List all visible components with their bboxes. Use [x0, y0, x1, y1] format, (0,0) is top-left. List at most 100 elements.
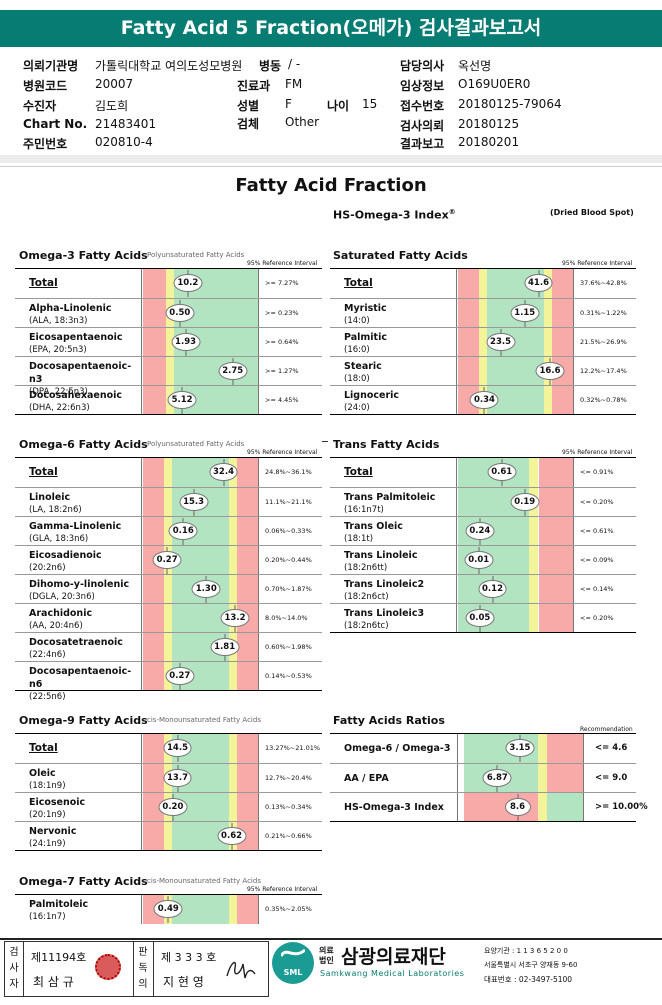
table-row: Trans Linoleic3 (18:2n6tc) 0.05 <= 0.20% [330, 603, 636, 632]
range-zone [237, 764, 258, 792]
value-bubble: 0.49 [153, 900, 183, 918]
range-bar: 41.6 [458, 269, 574, 298]
reference-range: 8.0%~14.0% [265, 614, 308, 622]
analyte-name: Alpha-Linolenic [29, 303, 112, 314]
range-zone [229, 793, 238, 821]
age-label: 나이 [327, 99, 350, 113]
range-zone [237, 517, 258, 545]
range-bar: 0.61 [458, 458, 574, 487]
analyte-name: Trans Palmitoleic [344, 492, 436, 503]
range-zone [237, 895, 258, 924]
value-bubble: 0.05 [465, 609, 495, 627]
analyte-name: Eicosenoic [29, 797, 86, 808]
table-row: Trans Palmitoleic (16:1n7t) 0.19 <= 0.20% [330, 487, 636, 516]
range-zone [163, 458, 172, 487]
examiner-seal-icon [95, 954, 121, 980]
analyte-abbr: (18:2n6tt) [344, 563, 388, 573]
section-divider [0, 155, 662, 163]
sml-logo-icon: SML [272, 942, 314, 984]
range-zone [143, 633, 164, 661]
table-row: Stearic (18:0) 16.6 12.2%~17.4% [330, 356, 636, 385]
range-zone [143, 488, 164, 516]
reference-range: <= 0.20% [580, 614, 614, 622]
reference-range: 13.27%~21.01% [265, 744, 321, 752]
total-label: Total [29, 277, 58, 289]
range-zone [552, 328, 573, 356]
omega6-title: Omega-6 Fatty Acids [19, 438, 148, 451]
value-bubble: 13.2 [220, 609, 250, 627]
analyte-abbr: (20:2n6) [29, 563, 66, 573]
range-bar: 0.34 [458, 386, 574, 414]
table-row: Palmitic (16:0) 23.5 21.5%~26.9% [330, 327, 636, 356]
analyte-name: Arachidonic [29, 608, 93, 619]
range-bar: 16.6 [458, 357, 574, 385]
analyte-abbr: (DHA, 22:6n3) [29, 403, 90, 413]
omega3-title: Omega-3 Fatty Acids [19, 249, 148, 262]
range-zone [143, 822, 164, 850]
analyte-label: Omega-6 / Omega-3 [330, 734, 458, 763]
table-row: Arachidonic (AA, 20:4n6) 13.2 8.0%~14.0% [15, 603, 322, 632]
ward-label: 병동 [259, 59, 282, 73]
reference-range: <= 0.20% [580, 498, 614, 506]
range-bar: 0.24 [458, 517, 574, 545]
value-bubble: 0.62 [217, 827, 247, 845]
institution-value: 가톨릭대학교 여의도성모병원 [95, 59, 243, 73]
range-bar: 6.87 [464, 764, 584, 792]
range-bar: 15.3 [143, 488, 259, 516]
analyte-label: Trans Palmitoleic (16:1n7t) [330, 488, 457, 516]
reviewer-label: 판독의 [138, 947, 148, 990]
range-zone [538, 458, 573, 487]
specimen-value: Other [285, 115, 320, 129]
analyte-abbr: (DGLA, 20:3n6) [29, 592, 95, 602]
omega6-ref-label: 95% Reference Interval [247, 449, 318, 456]
reference-range: >= 10.00% [595, 802, 648, 812]
analyte-label: Docosatetraenoic (22:4n6) [15, 633, 142, 661]
value-bubble: 0.20 [158, 798, 188, 816]
omega9-table: Total 14.5 13.27%~21.01% Oleic (18:1n9) 13.7 1… [15, 733, 322, 851]
analyte-label: Total [15, 269, 142, 298]
range-bar: 23.5 [458, 328, 574, 356]
analyte-label: Trans Oleic (18:1t) [330, 517, 457, 545]
value-bubble: 10.2 [173, 274, 203, 292]
range-zone [552, 269, 573, 298]
range-zone [237, 488, 258, 516]
total-label: Total [344, 466, 373, 478]
age-value: 15 [362, 97, 378, 111]
range-zone [229, 488, 238, 516]
range-zone [143, 269, 166, 298]
range-bar: 32.4 [143, 458, 259, 487]
ratios-title: Fatty Acids Ratios [333, 714, 445, 727]
range-zone [529, 575, 539, 603]
sex-value: F [285, 97, 292, 111]
range-zone [237, 822, 258, 850]
table-row: Docosatetraenoic (22:4n6) 1.81 0.60%~1.98% [15, 632, 322, 661]
ward-value: / - [288, 57, 301, 71]
value-bubble: 3.15 [505, 739, 535, 757]
analyte-label: Trans Linoleic2 (18:2n6ct) [330, 575, 457, 603]
ssn-label: 주민번호 [23, 137, 68, 151]
range-zone [163, 575, 172, 603]
trans-table: Total 0.61 <= 0.91% Trans Palmitoleic (16:1n… [330, 457, 636, 633]
range-zone [478, 299, 487, 327]
reference-range: 37.6%~42.8% [580, 279, 627, 287]
dept-value: FM [285, 77, 303, 91]
total-label: Total [344, 277, 373, 289]
examiner-license: 제11194호 [31, 951, 87, 964]
chart-value: 21483401 [95, 117, 157, 131]
reference-range: <= 0.61% [580, 527, 614, 535]
analyte-name: Nervonic [29, 826, 77, 837]
range-zone [237, 633, 258, 661]
table-row: Docosahexaenoic (DHA, 22:6n3) 5.12 >= 4.45% [15, 385, 322, 414]
total-label: Total [29, 742, 58, 754]
reference-range: 0.35%~2.05% [265, 905, 312, 913]
specimen-label: 검체 [237, 117, 260, 131]
reference-range: 12.2%~17.4% [580, 367, 627, 375]
value-bubble: 15.3 [179, 493, 209, 511]
omega6-table: Total 32.4 24.8%~36.1% Linoleic (LA, 18:2n6)… [15, 457, 322, 702]
analyte-label: Eicosenoic (20:1n9) [15, 793, 142, 821]
range-bar: 5.12 [143, 386, 259, 414]
analyte-abbr: (16:1n7t) [344, 505, 384, 515]
analyte-abbr: (EPA, 20:5n3) [29, 345, 87, 355]
analyte-name: Linoleic [29, 492, 71, 503]
range-bar: 1.81 [143, 633, 259, 661]
